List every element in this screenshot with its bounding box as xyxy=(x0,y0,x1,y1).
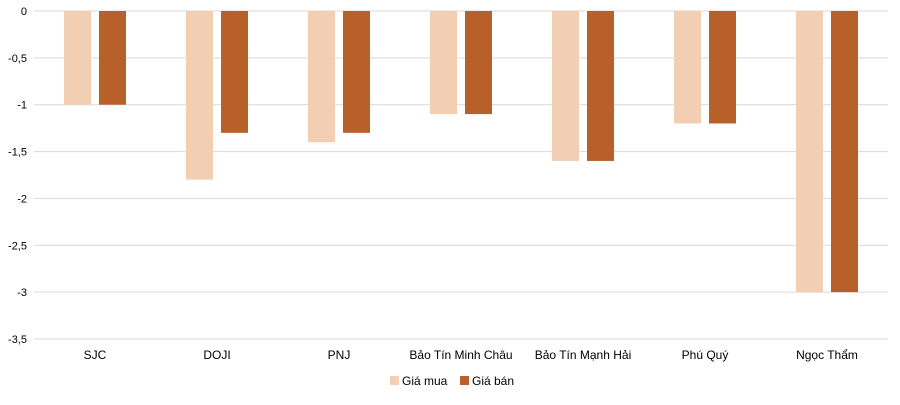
bar-gia-ban xyxy=(343,11,370,133)
x-tick-label: Phú Quý xyxy=(682,348,729,362)
x-tick-label: PNJ xyxy=(328,348,351,362)
gridlines xyxy=(34,10,888,340)
y-axis-ticks: 0 -0,5 -1 -1,5 -2 -2,5 -3 -3,5 xyxy=(8,6,27,346)
y-tick-label: -3 xyxy=(17,287,27,299)
legend-item-gia-ban: Giá bán xyxy=(460,374,514,388)
x-tick-label: DOJI xyxy=(203,348,230,362)
y-tick-label: -3,5 xyxy=(8,334,27,346)
legend-swatch xyxy=(390,376,399,385)
bar-gia-mua xyxy=(64,11,91,105)
bar-gia-mua xyxy=(308,11,335,143)
bar-gia-ban xyxy=(587,11,614,161)
y-tick-label: 0 xyxy=(21,6,27,18)
x-tick-label: Bảo Tín Minh Châu xyxy=(409,348,512,362)
bar-gia-mua xyxy=(674,11,701,124)
y-tick-label: -2,5 xyxy=(8,240,27,252)
legend-label: Giá mua xyxy=(402,374,448,388)
bar-gia-ban xyxy=(465,11,492,115)
bar-gia-mua xyxy=(552,11,579,161)
legend-swatch xyxy=(460,376,469,385)
bar-gia-ban xyxy=(99,11,126,105)
y-tick-label: -1 xyxy=(17,100,27,112)
legend-item-gia-mua: Giá mua xyxy=(390,374,448,388)
legend: Giá mua Giá bán xyxy=(390,374,514,388)
y-tick-label: -1,5 xyxy=(8,147,27,159)
x-tick-label: Ngọc Thẩm xyxy=(796,348,858,362)
x-tick-label: Bảo Tín Mạnh Hải xyxy=(535,348,632,362)
bar-gia-mua xyxy=(796,11,823,293)
bar-gia-ban xyxy=(221,11,248,133)
bar-gia-ban xyxy=(831,11,858,293)
bar-gia-ban xyxy=(709,11,736,124)
y-tick-label: -2 xyxy=(17,193,27,205)
bars xyxy=(64,11,858,293)
bar-gia-mua xyxy=(186,11,213,180)
x-axis-ticks: SJC DOJI PNJ Bảo Tín Minh Châu Bảo Tín Mạnh … xyxy=(84,348,858,362)
x-tick-label: SJC xyxy=(84,348,107,362)
bar-gia-mua xyxy=(430,11,457,115)
legend-label: Giá bán xyxy=(472,374,514,388)
y-tick-label: -0,5 xyxy=(8,53,27,65)
